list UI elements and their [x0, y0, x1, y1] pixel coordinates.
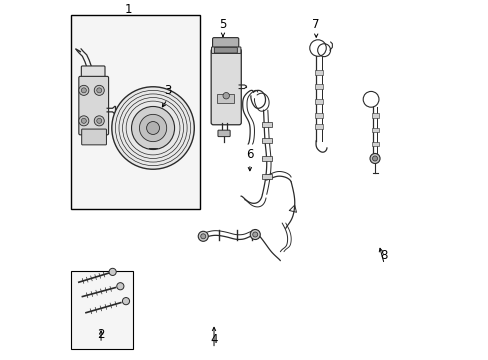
- Bar: [70, 15, 199, 209]
- Circle shape: [198, 231, 208, 241]
- Circle shape: [252, 232, 257, 237]
- Bar: [314, 113, 323, 118]
- Circle shape: [139, 114, 166, 141]
- Circle shape: [122, 298, 129, 305]
- Bar: [262, 122, 271, 127]
- Bar: [371, 113, 378, 118]
- Circle shape: [201, 234, 205, 239]
- FancyBboxPatch shape: [214, 47, 237, 53]
- Bar: [371, 142, 378, 146]
- Circle shape: [81, 88, 86, 93]
- FancyBboxPatch shape: [211, 49, 241, 125]
- Circle shape: [250, 229, 260, 239]
- FancyBboxPatch shape: [81, 66, 105, 84]
- Circle shape: [97, 118, 102, 123]
- Circle shape: [131, 107, 174, 149]
- Text: 7: 7: [312, 18, 319, 31]
- Bar: [262, 156, 271, 161]
- Circle shape: [112, 87, 194, 169]
- Text: 5: 5: [219, 18, 226, 31]
- Bar: [314, 70, 323, 75]
- Circle shape: [117, 283, 123, 290]
- Circle shape: [372, 156, 377, 161]
- FancyBboxPatch shape: [81, 129, 106, 145]
- Text: 2: 2: [97, 328, 104, 341]
- Circle shape: [223, 93, 229, 99]
- Circle shape: [94, 116, 104, 126]
- Text: 6: 6: [245, 148, 253, 161]
- Circle shape: [109, 268, 116, 275]
- Circle shape: [79, 85, 89, 95]
- Text: 3: 3: [163, 84, 171, 97]
- FancyBboxPatch shape: [218, 130, 230, 136]
- Bar: [216, 94, 234, 103]
- Bar: [314, 84, 323, 89]
- Circle shape: [94, 85, 104, 95]
- Bar: [371, 128, 378, 132]
- Text: 4: 4: [210, 333, 217, 346]
- Bar: [262, 174, 271, 179]
- Bar: [314, 124, 323, 129]
- Circle shape: [81, 118, 86, 123]
- FancyBboxPatch shape: [211, 47, 241, 53]
- FancyBboxPatch shape: [212, 38, 238, 50]
- Bar: [70, 271, 133, 348]
- Bar: [262, 138, 271, 143]
- Circle shape: [97, 88, 102, 93]
- Circle shape: [79, 116, 89, 126]
- Circle shape: [369, 153, 379, 163]
- Text: 8: 8: [380, 249, 387, 262]
- Circle shape: [146, 122, 159, 134]
- Text: 1: 1: [124, 3, 131, 16]
- Bar: [314, 99, 323, 104]
- FancyBboxPatch shape: [79, 76, 108, 135]
